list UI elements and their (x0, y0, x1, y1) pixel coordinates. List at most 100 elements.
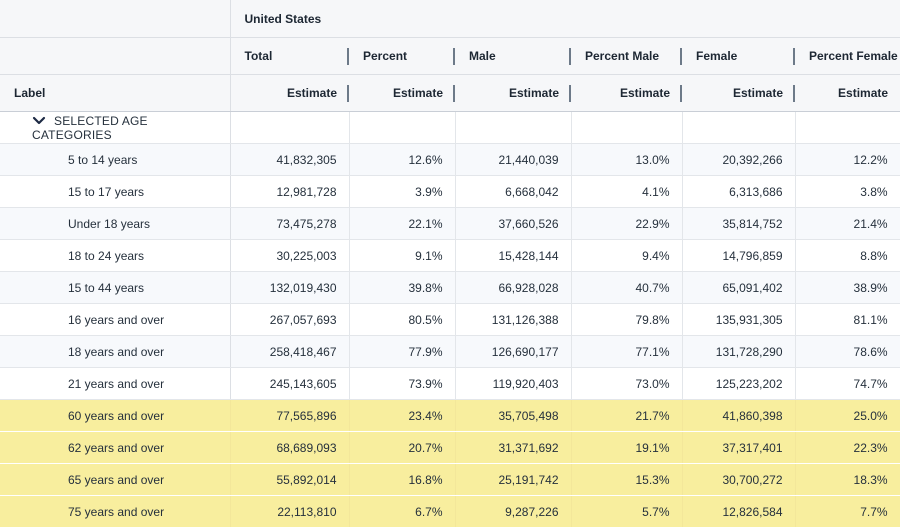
percent-female-cell: 3.8% (795, 175, 900, 208)
row-label: 21 years and over (0, 367, 231, 400)
geography-header[interactable]: United States (230, 0, 900, 38)
percent-cell: 20.7% (349, 431, 456, 464)
percent-female-cell: 8.8% (795, 239, 900, 272)
geography-title: United States (244, 11, 322, 26)
female-cell: 131,728,290 (682, 335, 796, 368)
table-row: 65 years and over 55,892,014 16.8% 25,191,7… (0, 463, 900, 496)
percent-female-cell: 81.1% (795, 303, 900, 336)
estimate-header-percent[interactable]: Estimate (349, 74, 455, 112)
chevron-down-icon[interactable] (32, 116, 46, 126)
percent-female-cell: 21.4% (795, 207, 900, 240)
percent-male-cell: 19.1% (571, 431, 683, 464)
table-row: 16 years and over 267,057,693 80.5% 131,126… (0, 303, 900, 336)
percent-cell: 73.9% (349, 367, 456, 400)
total-cell: 77,565,896 (230, 399, 350, 432)
male-cell: 6,668,042 (455, 175, 572, 208)
percent-cell: 23.4% (349, 399, 456, 432)
table-row: Under 18 years 73,475,278 22.1% 37,660,526 2… (0, 207, 900, 240)
column-header-total[interactable]: Total (230, 37, 349, 75)
percent-male-cell: 79.8% (571, 303, 683, 336)
row-label: 65 years and over (0, 463, 231, 496)
percent-female-cell: 25.0% (795, 399, 900, 432)
column-header-label: Female (696, 49, 738, 63)
percent-male-cell: 13.0% (571, 143, 683, 176)
female-cell: 135,931,305 (682, 303, 796, 336)
estimate-header-total[interactable]: Estimate (230, 74, 349, 112)
male-cell: 66,928,028 (455, 271, 572, 304)
header-row-columns: Total Percent Male Percent Male Female P… (0, 37, 900, 75)
row-label: 18 years and over (0, 335, 231, 368)
percent-female-cell: 78.6% (795, 335, 900, 368)
estimate-header-percent-male[interactable]: Estimate (571, 74, 682, 112)
percent-male-cell: 22.9% (571, 207, 683, 240)
total-cell: 132,019,430 (230, 271, 350, 304)
percent-female-cell: 22.3% (795, 431, 900, 464)
percent-male-cell: 73.0% (571, 367, 683, 400)
total-cell: 30,225,003 (230, 239, 350, 272)
female-cell: 65,091,402 (682, 271, 796, 304)
column-header-male[interactable]: Male (455, 37, 571, 75)
female-cell: 30,700,272 (682, 463, 796, 496)
category-toggle[interactable]: SELECTED AGE CATEGORIES (0, 111, 231, 144)
column-header-label: Percent (363, 49, 408, 63)
total-cell: 41,832,305 (230, 143, 350, 176)
male-cell: 21,440,039 (455, 143, 572, 176)
table-row: 18 to 24 years 30,225,003 9.1% 15,428,144 9.… (0, 239, 900, 272)
empty-cell (795, 111, 900, 144)
total-cell: 22,113,810 (230, 495, 350, 528)
percent-cell: 39.8% (349, 271, 456, 304)
female-cell: 14,796,859 (682, 239, 796, 272)
female-cell: 20,392,266 (682, 143, 796, 176)
male-cell: 119,920,403 (455, 367, 572, 400)
column-header-percent[interactable]: Percent (349, 37, 455, 75)
table-row: 15 to 17 years 12,981,728 3.9% 6,668,042 4.1… (0, 175, 900, 208)
total-cell: 12,981,728 (230, 175, 350, 208)
male-cell: 15,428,144 (455, 239, 572, 272)
table-row: 15 to 44 years 132,019,430 39.8% 66,928,028… (0, 271, 900, 304)
estimate-header-male[interactable]: Estimate (455, 74, 571, 112)
percent-cell: 3.9% (349, 175, 456, 208)
male-cell: 37,660,526 (455, 207, 572, 240)
empty-cell (682, 111, 796, 144)
column-header-female[interactable]: Female (682, 37, 795, 75)
table-row: 75 years and over 22,113,810 6.7% 9,287,226… (0, 495, 900, 528)
label-column-header[interactable]: Label (0, 74, 231, 112)
empty-cell (230, 111, 350, 144)
percent-cell: 80.5% (349, 303, 456, 336)
row-label: 60 years and over (0, 399, 231, 432)
empty-cell (571, 111, 683, 144)
row-label: 15 to 17 years (0, 175, 231, 208)
total-cell: 73,475,278 (230, 207, 350, 240)
header-row-geography: United States (0, 0, 900, 38)
total-cell: 245,143,605 (230, 367, 350, 400)
row-label: 75 years and over (0, 495, 231, 528)
percent-female-cell: 74.7% (795, 367, 900, 400)
column-header-percent-male[interactable]: Percent Male (571, 37, 682, 75)
header-corner (0, 0, 231, 38)
male-cell: 35,705,498 (455, 399, 572, 432)
column-header-percent-female[interactable]: Percent Female (795, 37, 900, 75)
percent-male-cell: 77.1% (571, 335, 683, 368)
category-row[interactable]: SELECTED AGE CATEGORIES (0, 111, 900, 144)
female-cell: 37,317,401 (682, 431, 796, 464)
header-row-estimate: Label Estimate Estimate Estimate Estimat… (0, 74, 900, 112)
percent-female-cell: 18.3% (795, 463, 900, 496)
row-label: Under 18 years (0, 207, 231, 240)
percent-cell: 6.7% (349, 495, 456, 528)
male-cell: 25,191,742 (455, 463, 572, 496)
table-row: 5 to 14 years 41,832,305 12.6% 21,440,039 13… (0, 143, 900, 176)
row-label: 18 to 24 years (0, 239, 231, 272)
total-cell: 68,689,093 (230, 431, 350, 464)
estimate-header-percent-female[interactable]: Estimate (795, 74, 900, 112)
percent-cell: 22.1% (349, 207, 456, 240)
category-label: SELECTED AGE CATEGORIES (32, 113, 148, 142)
row-label: 16 years and over (0, 303, 231, 336)
male-cell: 31,371,692 (455, 431, 572, 464)
row-label: 62 years and over (0, 431, 231, 464)
male-cell: 126,690,177 (455, 335, 572, 368)
estimate-header-female[interactable]: Estimate (682, 74, 795, 112)
percent-male-cell: 4.1% (571, 175, 683, 208)
header-corner-2 (0, 37, 231, 75)
female-cell: 12,826,584 (682, 495, 796, 528)
